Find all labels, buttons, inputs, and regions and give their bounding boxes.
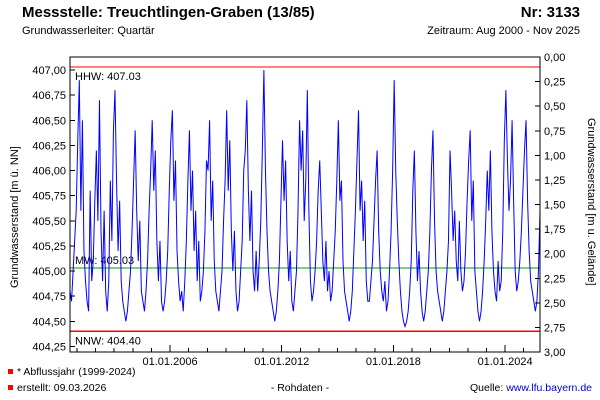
right-tick-label: 2,00	[544, 249, 565, 261]
created-date: erstellt: 09.03.2026	[17, 382, 107, 394]
source-link[interactable]: www.lfu.bayern.de	[506, 382, 592, 394]
ref-line-label-nnw: NNW: 404.40	[75, 335, 141, 347]
right-tick-label: 0,75	[544, 126, 565, 138]
left-tick-label: 405,00	[32, 266, 66, 278]
left-tick-label: 405,50	[32, 216, 66, 228]
left-tick-label: 407,00	[32, 65, 66, 77]
period-label: Zeitraum: Aug 2000 - Nov 2025	[427, 25, 580, 37]
left-tick-label: 406,50	[32, 115, 66, 127]
rohdaten-label: - Rohdaten -	[270, 382, 330, 394]
right-tick-label: 1,75	[544, 224, 565, 236]
left-tick-label: 404,25	[32, 341, 66, 353]
right-tick-label: 1,00	[544, 150, 565, 162]
left-tick-label: 406,00	[32, 166, 66, 178]
station-number: Nr: 3133	[520, 4, 580, 21]
right-tick-label: 0,25	[544, 77, 565, 89]
right-tick-label: 2,25	[544, 273, 565, 285]
footnote-abflussjahr: * Abflussjahr (1999-2024)	[17, 366, 136, 378]
left-tick-label: 404,75	[32, 291, 66, 303]
aquifer-label: Grundwasserleiter: Quartär	[22, 25, 155, 37]
x-tick-label: 01.01.2006	[143, 356, 198, 368]
left-tick-label: 405,75	[32, 191, 66, 203]
right-tick-label: 1,25	[544, 175, 565, 187]
red-marker-icon	[8, 369, 13, 374]
right-tick-label: 1,50	[544, 200, 565, 212]
series-line	[69, 70, 541, 329]
left-tick-label: 406,75	[32, 90, 66, 102]
x-tick-label: 01.01.2012	[254, 356, 309, 368]
ref-line-label-hhw: HHW: 407.03	[75, 71, 141, 83]
red-marker-icon	[8, 385, 13, 390]
left-tick-label: 405,25	[32, 241, 66, 253]
right-tick-label: 2,50	[544, 298, 565, 310]
right-tick-label: 3,00	[544, 347, 565, 359]
source-label: Quelle:	[470, 382, 504, 394]
x-tick-label: 01.01.2018	[366, 356, 421, 368]
source-line: Quelle: www.lfu.bayern.de	[470, 382, 592, 394]
page-title: Messstelle: Treuchtlingen-Graben (13/85)	[22, 4, 315, 21]
right-tick-label: 2,75	[544, 322, 565, 334]
right-tick-label: 0,50	[544, 101, 565, 113]
left-tick-label: 406,25	[32, 140, 66, 152]
right-tick-label: 0,00	[544, 52, 565, 64]
left-tick-label: 404,50	[32, 316, 66, 328]
x-tick-label: 01.01.2024	[478, 356, 533, 368]
